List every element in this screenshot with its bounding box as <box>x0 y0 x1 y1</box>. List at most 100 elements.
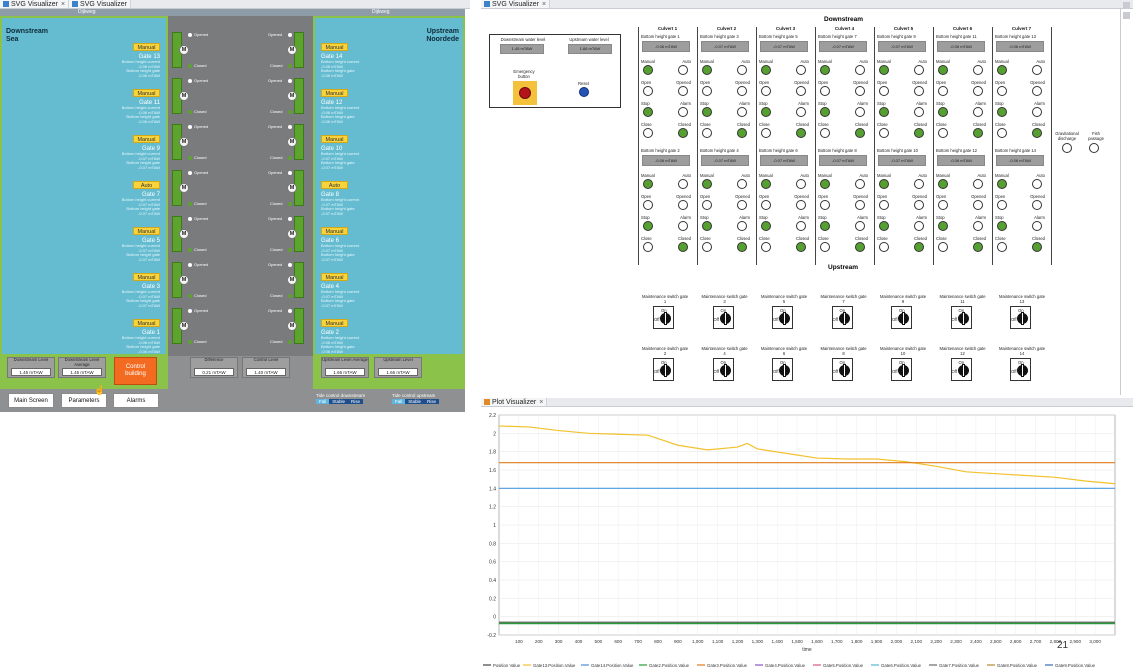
maintenance-switch-label: Maintenance switch gate 1 <box>641 294 689 304</box>
status-label: Opened <box>794 80 809 85</box>
motor-icon[interactable]: M <box>287 91 297 101</box>
motor-icon[interactable]: M <box>287 137 297 147</box>
x-tick-label: 700 <box>634 639 642 644</box>
legend-item[interactable]: Gate8.Position.Value <box>987 663 1038 668</box>
gate-channel: M M Opened Closed Opened Closed M M Opened Closed… <box>168 16 313 356</box>
tide-up-fall[interactable]: Fall <box>392 399 406 404</box>
maintenance-switch[interactable]: On Off <box>1010 358 1031 381</box>
status-indicator <box>643 200 653 210</box>
motor-icon[interactable]: M <box>179 183 189 193</box>
motor-icon[interactable]: M <box>179 229 189 239</box>
motor-icon[interactable]: M <box>287 321 297 331</box>
status-label: Manual <box>936 173 950 178</box>
legend-item[interactable]: Gate14.Position.Value <box>581 663 634 668</box>
legend-item[interactable]: Gate4.Position.Value <box>755 663 806 668</box>
motor-icon[interactable]: M <box>179 91 189 101</box>
status-label: Auto <box>682 173 691 178</box>
emergency-button[interactable] <box>513 81 537 105</box>
gate-mode-button[interactable]: Manual <box>321 89 348 97</box>
motor-icon[interactable]: M <box>287 275 297 285</box>
gate-mode-button[interactable]: Manual <box>133 227 160 235</box>
tab-svg-visualizer-right[interactable]: SVG Visualizer × <box>481 0 551 8</box>
gate-mode-button[interactable]: Manual <box>133 43 160 51</box>
alarms-button[interactable]: Alarms <box>113 393 159 408</box>
gate-mode-button[interactable]: Manual <box>133 273 160 281</box>
gate-mode-button[interactable]: Manual <box>321 43 348 51</box>
tab-close-icon[interactable]: × <box>539 399 544 406</box>
gate-height-text: -0.06 mTAW <box>321 118 344 124</box>
tab-plot-visualizer[interactable]: Plot Visualizer × <box>481 398 548 406</box>
motor-icon[interactable]: M <box>179 137 189 147</box>
tab-close-icon[interactable]: × <box>60 1 66 8</box>
legend-item[interactable]: Position Value <box>483 663 521 668</box>
status-label: Manual <box>818 59 832 64</box>
maintenance-switch[interactable]: On Off <box>653 306 674 329</box>
maintenance-switch[interactable]: On Off <box>891 358 912 381</box>
switch-gate-number: 5 <box>782 299 786 304</box>
tab-close-icon[interactable]: × <box>541 1 547 8</box>
status-label: Stop <box>936 101 945 106</box>
gate-mode-button[interactable]: Manual <box>133 319 160 327</box>
gate-mode-button[interactable]: Auto <box>321 181 348 189</box>
legend-item[interactable]: Gate7.Position.Value <box>929 663 980 668</box>
legend-item[interactable]: Gate13.Position.Value <box>523 663 576 668</box>
motor-icon[interactable]: M <box>179 321 189 331</box>
tide-down-stable[interactable]: Stable <box>329 399 349 404</box>
maintenance-switch[interactable]: On Off <box>831 306 853 329</box>
gate-height-text: -0.07 mTAW <box>321 155 344 161</box>
maintenance-switch[interactable]: On Off <box>950 358 972 381</box>
reset-button[interactable] <box>579 87 589 97</box>
maintenance-switch[interactable]: On Off <box>891 306 912 329</box>
legend-label: Gate4.Position.Value <box>765 663 806 668</box>
status-indicator <box>761 200 771 210</box>
maintenance-switch-label: Maintenance switch gate 3 <box>701 294 749 304</box>
maintenance-switch[interactable]: On Off <box>1010 306 1031 329</box>
gate-height-value: -0.07 mTAW <box>760 155 808 166</box>
tab-svg-visualizer-2[interactable]: SVG Visualizer <box>69 0 131 8</box>
maintenance-switch[interactable]: On Off <box>772 358 793 381</box>
tide-up-stable[interactable]: Stable <box>405 399 425 404</box>
maintenance-switch[interactable]: On Off <box>772 306 793 329</box>
gate-mode-button[interactable]: Manual <box>321 135 348 143</box>
motor-icon[interactable]: M <box>287 229 297 239</box>
gate-card: Manual Gate 5 Bottom height current -0.07 m… <box>50 220 160 262</box>
gate-mode-button[interactable]: Auto <box>133 181 160 189</box>
maintenance-switch[interactable]: On Off <box>712 306 734 329</box>
level-label: Upstream Level Average <box>322 358 368 362</box>
control-building-button[interactable]: Control building <box>114 357 157 385</box>
tide-down-fall[interactable]: Fall <box>316 399 330 404</box>
status-indicator <box>973 86 983 96</box>
tide-down-rise[interactable]: Rise <box>348 399 364 404</box>
main-screen-button[interactable]: Main Screen <box>8 393 54 408</box>
motor-icon[interactable]: M <box>287 45 297 55</box>
tide-up-rise[interactable]: Rise <box>424 399 440 404</box>
x-tick-label: 2,800 <box>1050 639 1062 644</box>
maintenance-switch[interactable]: On Off <box>950 306 972 329</box>
gate-mode-button[interactable]: Manual <box>133 89 160 97</box>
legend-item[interactable]: Gate5.Position.Value <box>813 663 864 668</box>
maintenance-switch[interactable]: On Off <box>653 358 674 381</box>
switch-on-label: On <box>958 360 965 365</box>
legend-label: Position Value <box>493 663 521 668</box>
panel-toolbar-icon[interactable] <box>1123 12 1130 19</box>
gate-mode-button[interactable]: Manual <box>321 273 348 281</box>
legend-item[interactable]: Gate6.Position.Value <box>871 663 922 668</box>
legend-item[interactable]: Gate2.Position.Value <box>639 663 690 668</box>
parameters-button[interactable]: Parameters <box>61 393 107 408</box>
maintenance-switch[interactable]: On Off <box>831 358 853 381</box>
gate-mode-button[interactable]: Manual <box>133 135 160 143</box>
maintenance-switch[interactable]: On Off <box>712 358 734 381</box>
gate-mode-button[interactable]: Manual <box>321 319 348 327</box>
legend-item[interactable]: Gate9.Position.Value <box>1045 663 1096 668</box>
motor-icon[interactable]: M <box>287 183 297 193</box>
status-indicator <box>855 221 865 231</box>
motor-icon[interactable]: M <box>179 45 189 55</box>
status-label: Stop <box>700 215 709 220</box>
legend-item[interactable]: Gate3.Position.Value <box>697 663 748 668</box>
motor-icon[interactable]: M <box>179 275 189 285</box>
closed-indicator <box>288 110 292 114</box>
tab-svg-visualizer-1[interactable]: SVG Visualizer × <box>0 0 70 8</box>
status-label: Close <box>995 236 1006 241</box>
panel-toolbar-icon[interactable] <box>1123 2 1130 9</box>
gate-mode-button[interactable]: Manual <box>321 227 348 235</box>
